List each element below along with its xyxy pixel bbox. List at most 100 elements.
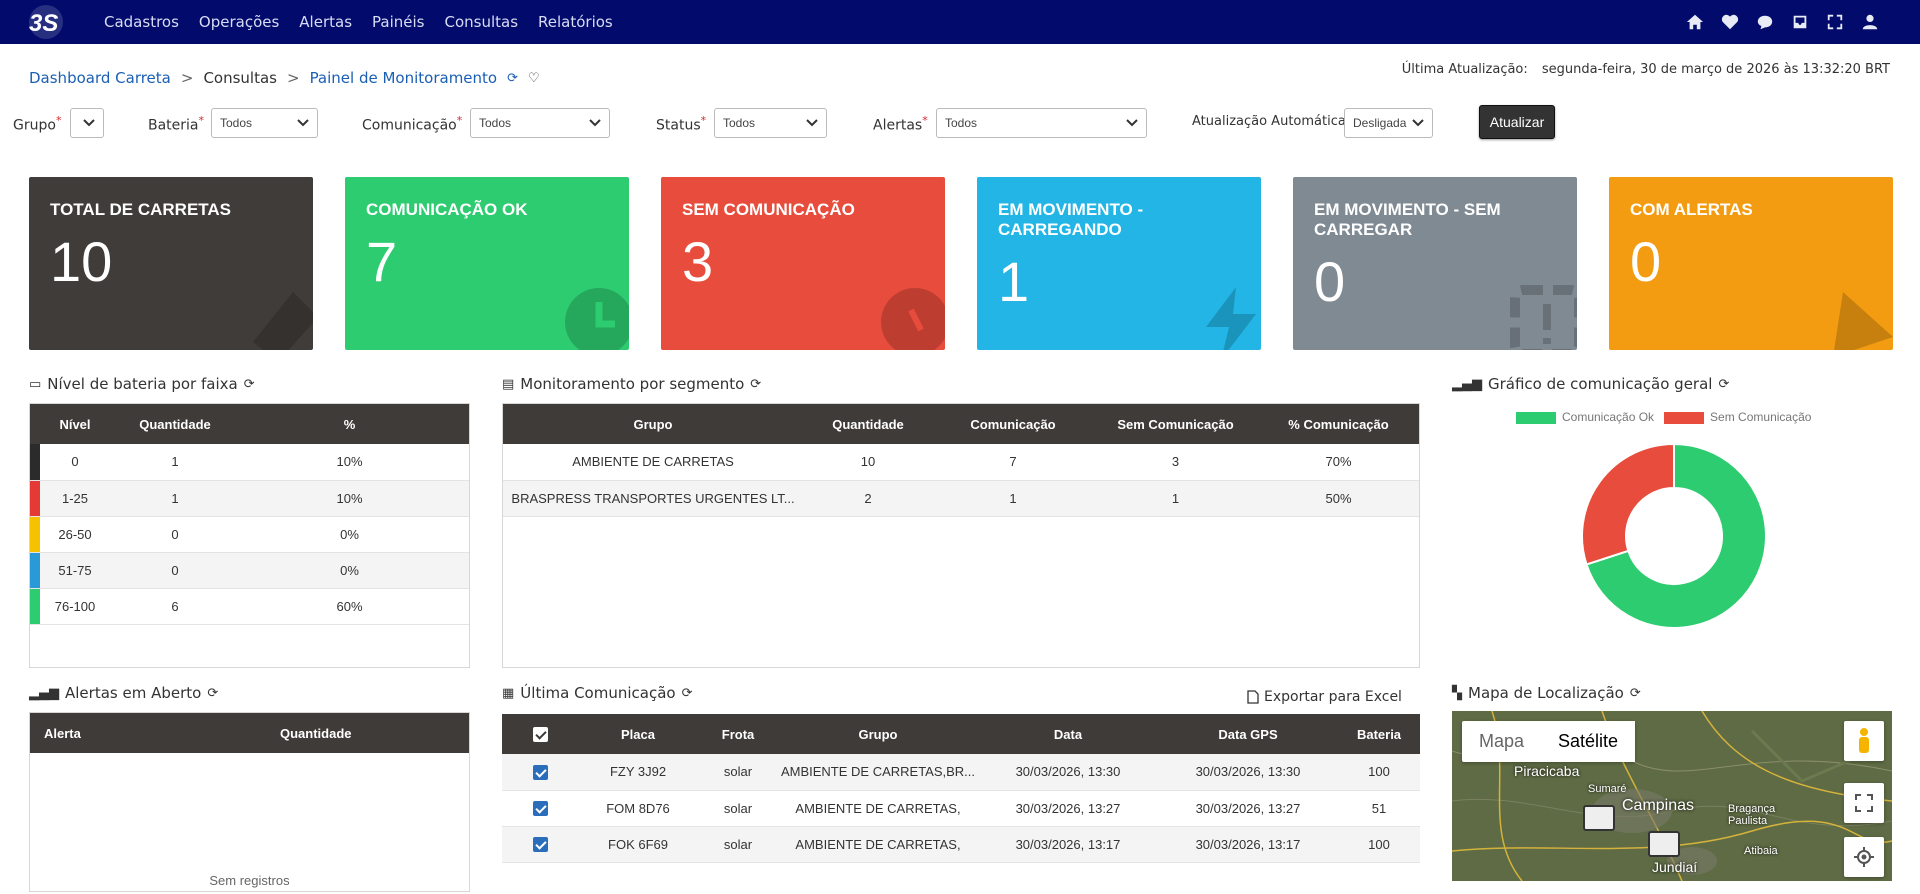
last-comm-table: Placa Frota Grupo Data Data GPS Bateria … xyxy=(502,714,1420,863)
last-comm-frota: solar xyxy=(698,754,778,791)
refresh-icon[interactable]: ⟳ xyxy=(750,376,762,392)
map-label-campinas: Campinas xyxy=(1622,797,1695,814)
segment-table: Grupo Quantidade Comunicação Sem Comunic… xyxy=(503,404,1419,517)
last-comm-row[interactable]: FOK 6F69 solar AMBIENTE DE CARRETAS, 30/03/… xyxy=(502,826,1420,863)
card-total-carretas[interactable]: TOTAL DE CARRETAS 10 xyxy=(29,177,313,350)
comunicacao-select[interactable]: Todos xyxy=(470,108,610,138)
alertas-select[interactable]: Todos xyxy=(936,108,1147,138)
select-all-checkbox[interactable] xyxy=(532,727,548,743)
tab-satelite[interactable]: Satélite xyxy=(1541,721,1636,762)
battery-level: 26-50 xyxy=(30,516,120,553)
last-comm-panel: Placa Frota Grupo Data Data GPS Bateria … xyxy=(502,714,1420,894)
map-icon: ▚ xyxy=(1452,685,1462,701)
segment-sem: 1 xyxy=(1093,480,1258,517)
col-nivel: Nível xyxy=(30,404,120,444)
map-label-piracicaba: Piracicaba xyxy=(1514,763,1580,779)
battery-qty: 6 xyxy=(120,588,230,625)
map-type-tabs: Mapa Satélite xyxy=(1462,721,1636,762)
favorite-heart-icon[interactable]: ♡ xyxy=(528,70,540,86)
refresh-icon[interactable]: ⟳ xyxy=(243,376,255,392)
street-view-pegman-icon[interactable] xyxy=(1844,721,1884,761)
refresh-icon[interactable]: ⟳ xyxy=(681,685,693,701)
refresh-icon[interactable]: ⟳ xyxy=(207,685,219,701)
breadcrumb-separator: > xyxy=(180,69,194,87)
truck-marker[interactable] xyxy=(1583,805,1615,831)
last-comm-gps: 30/03/2026, 13:30 xyxy=(1158,754,1338,791)
segment-qty: 2 xyxy=(803,480,933,517)
main-menu: Cadastros Operações Alertas Painéis Cons… xyxy=(104,0,613,44)
row-checkbox[interactable] xyxy=(532,801,548,817)
grupo-select[interactable] xyxy=(70,108,104,138)
user-icon[interactable] xyxy=(1860,12,1880,32)
bateria-select[interactable]: Todos xyxy=(211,108,318,138)
row-checkbox[interactable] xyxy=(532,837,548,853)
breadcrumb: Dashboard Carreta > Consultas > Painel d… xyxy=(29,69,540,87)
refresh-icon[interactable]: ⟳ xyxy=(1629,685,1641,701)
card-comunicacao-ok[interactable]: COMUNICAÇÃO OK 7 xyxy=(345,177,629,350)
clock-icon xyxy=(565,288,629,350)
battery-level: 0 xyxy=(30,444,120,481)
atualizar-button[interactable]: Atualizar xyxy=(1479,105,1555,139)
menu-paineis[interactable]: Painéis xyxy=(372,13,425,31)
map-title-text: Mapa de Localização xyxy=(1468,684,1624,702)
location-map[interactable]: Mapa Satélite Piracicaba Sumaré Campinas… xyxy=(1452,711,1892,881)
card-value: 0 xyxy=(1630,230,1662,293)
top-icons xyxy=(1685,0,1880,44)
card-sem-comunicacao[interactable]: SEM COMUNICAÇÃO 3 xyxy=(661,177,945,350)
last-comm-frota: solar xyxy=(698,826,778,863)
communication-donut-chart xyxy=(1581,442,1767,629)
truck-marker[interactable] xyxy=(1648,831,1680,857)
card-title: TOTAL DE CARRETAS xyxy=(50,200,232,219)
breadcrumb-dashboard-carreta[interactable]: Dashboard Carreta xyxy=(29,69,171,87)
my-location-icon[interactable] xyxy=(1844,837,1884,877)
segment-row[interactable]: AMBIENTE DE CARRETAS 10 7 3 70% xyxy=(503,444,1419,481)
last-comm-row[interactable]: FOM 8D76 solar AMBIENTE DE CARRETAS, 30/03/… xyxy=(502,790,1420,827)
battery-level-color xyxy=(30,480,40,516)
home-icon[interactable] xyxy=(1685,12,1705,32)
battery-level: 51-75 xyxy=(30,552,120,589)
menu-relatorios[interactable]: Relatórios xyxy=(538,13,613,31)
col-select-all[interactable] xyxy=(502,714,578,754)
last-comm-bat: 51 xyxy=(1338,790,1420,827)
card-title: SEM COMUNICAÇÃO xyxy=(682,200,855,219)
menu-cadastros[interactable]: Cadastros xyxy=(104,13,179,31)
row-checkbox[interactable] xyxy=(532,764,548,780)
chat-icon[interactable] xyxy=(1755,12,1775,32)
segment-row[interactable]: BRASPRESS TRANSPORTES URGENTES LT... 2 1 1 5… xyxy=(503,480,1419,517)
breadcrumb-painel-monitoramento[interactable]: Painel de Monitoramento xyxy=(309,69,498,87)
donut-slice-comunicacao-ok[interactable] xyxy=(1585,442,1767,629)
auto-update-select[interactable]: Desligada xyxy=(1344,108,1433,138)
tab-mapa[interactable]: Mapa xyxy=(1479,731,1525,751)
card-em-movimento-sem-carregar[interactable]: EM MOVIMENTO - SEM CARREGAR 0 xyxy=(1293,177,1577,350)
battery-table: Nível Quantidade % 0 1 10% 1-25 1 10% 26-50 0 0%… xyxy=(30,404,469,625)
row-select-cell xyxy=(502,754,578,791)
bateria-label: Bateria* xyxy=(148,114,205,134)
menu-consultas[interactable]: Consultas xyxy=(444,13,519,31)
inbox-icon[interactable] xyxy=(1790,12,1810,32)
expand-icon[interactable] xyxy=(1825,12,1845,32)
refresh-icon[interactable]: ⟳ xyxy=(1718,376,1730,392)
last-comm-grupo: AMBIENTE DE CARRETAS, xyxy=(778,826,978,863)
status-select[interactable]: Todos xyxy=(714,108,827,138)
card-value: 10 xyxy=(50,230,113,293)
menu-operacoes[interactable]: Operações xyxy=(198,13,280,31)
battery-pct: 0% xyxy=(230,552,469,589)
legend-item-comunicacao-ok[interactable]: Comunicação Ok xyxy=(1516,410,1654,424)
export-excel-link[interactable]: Exportar para Excel xyxy=(1247,689,1402,705)
card-em-movimento-carregando[interactable]: EM MOVIMENTO - CARREGANDO 1 xyxy=(977,177,1261,350)
last-update: Última Atualização: segunda-feira, 30 de… xyxy=(1402,62,1890,77)
battery-level-color xyxy=(30,588,40,624)
legend-item-sem-comunicacao[interactable]: Sem Comunicação xyxy=(1664,410,1811,424)
heart-icon[interactable] xyxy=(1720,12,1740,32)
menu-alertas[interactable]: Alertas xyxy=(299,13,353,31)
donut-slice-sem-comunicacao[interactable] xyxy=(1581,442,1675,566)
card-com-alertas[interactable]: COM ALERTAS 0 xyxy=(1609,177,1893,350)
battery-pct: 60% xyxy=(230,588,469,625)
export-label: Exportar para Excel xyxy=(1264,689,1402,705)
fullscreen-icon[interactable] xyxy=(1844,783,1884,823)
col-data-gps: Data GPS xyxy=(1158,714,1338,754)
last-comm-row[interactable]: FZY 3J92 solar AMBIENTE DE CARRETAS,BR... 3… xyxy=(502,754,1420,791)
brand-logo[interactable]: 3S xyxy=(26,4,66,40)
col-alerta: Alerta xyxy=(30,713,280,753)
refresh-icon[interactable]: ⟳ xyxy=(507,70,519,86)
